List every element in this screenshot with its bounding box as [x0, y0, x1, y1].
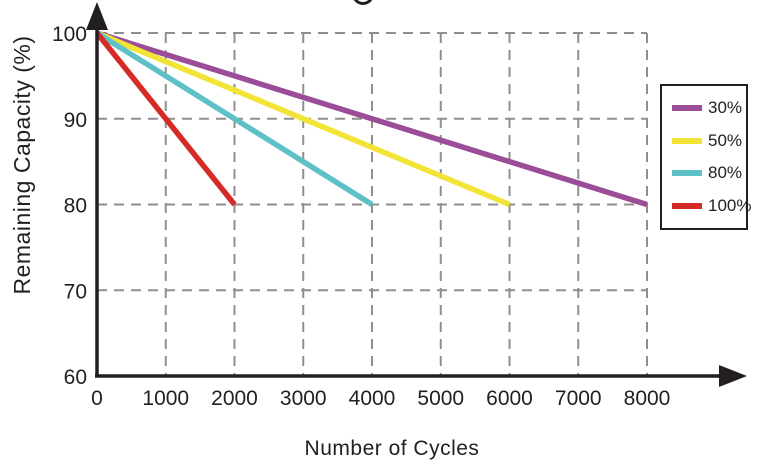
- y-tick-label: 90: [64, 109, 87, 132]
- legend-item-80%: 80%: [662, 162, 746, 184]
- legend-item-50%: 50%: [662, 130, 746, 152]
- legend-item-30%: 30%: [662, 97, 746, 119]
- y-tick-label: 100: [52, 23, 87, 46]
- legend-swatch-icon: [672, 202, 702, 209]
- legend-item-100%: 100%: [662, 195, 751, 217]
- x-tick-label: 8000: [624, 387, 671, 410]
- x-tick-label: 7000: [555, 387, 602, 410]
- x-tick-label: 5000: [417, 387, 464, 410]
- series-line-100%: [94, 31, 237, 207]
- x-tick-label: 3000: [280, 387, 327, 410]
- x-axis-title: Number of Cycles: [304, 437, 480, 460]
- legend-swatch-icon: [672, 170, 702, 177]
- x-tick-label: 4000: [349, 387, 396, 410]
- y-axis-arrow-icon: [86, 2, 108, 30]
- x-tick-label: 6000: [486, 387, 533, 410]
- series-line-50%: [95, 30, 511, 208]
- series-line-80%: [95, 30, 374, 207]
- legend-label: 30%: [708, 98, 743, 118]
- legend-label: 100%: [708, 195, 752, 215]
- legend-label: 50%: [708, 130, 743, 150]
- x-axis-arrow-icon: [719, 365, 747, 387]
- legend-label: 80%: [708, 163, 743, 183]
- x-tick-label: 1000: [142, 387, 189, 410]
- y-axis-title: Remaining Capacity (%): [9, 35, 35, 295]
- y-tick-label: 70: [64, 280, 87, 303]
- series-line-30%: [96, 30, 648, 208]
- y-tick-label: 80: [64, 195, 87, 218]
- legend-swatch-icon: [672, 137, 702, 144]
- legend-swatch-icon: [672, 105, 702, 112]
- x-tick-label: 0: [91, 387, 103, 410]
- y-tick-label: 60: [64, 366, 87, 389]
- x-tick-label: 2000: [211, 387, 258, 410]
- legend-box: 30% 50% 80% 100%: [660, 84, 751, 230]
